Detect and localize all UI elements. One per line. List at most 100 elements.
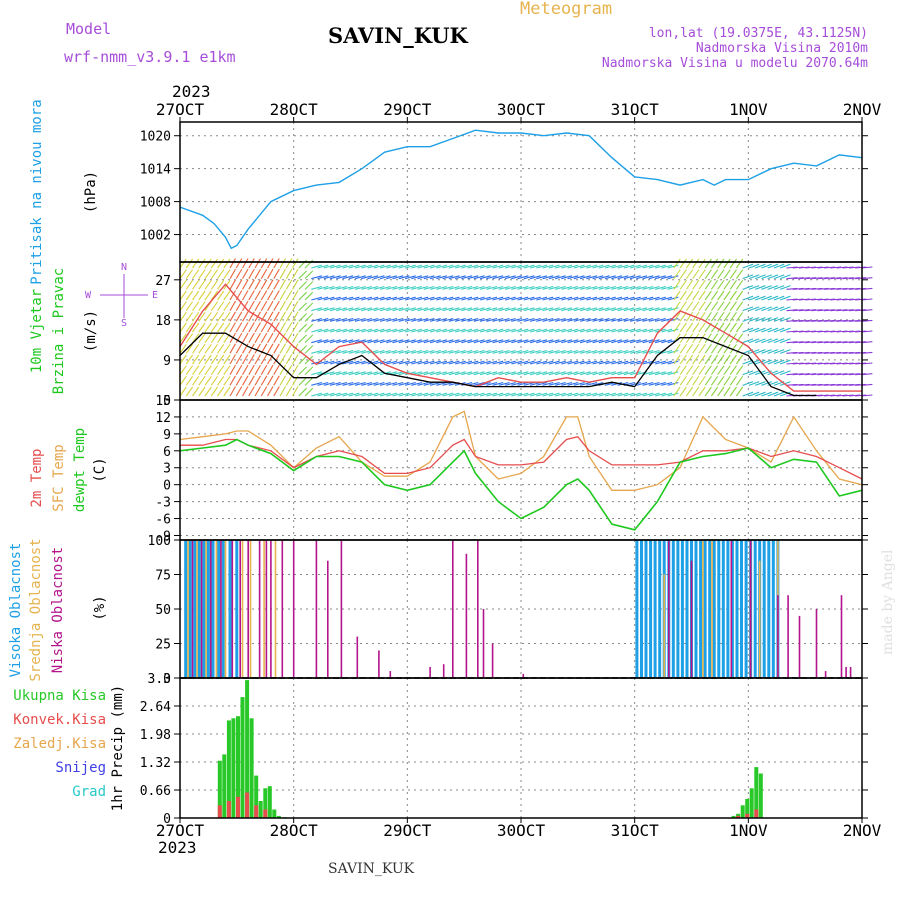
wind-barb (679, 311, 687, 322)
wind-barb (511, 317, 523, 322)
wind-barb (636, 349, 648, 354)
wind-barb (354, 339, 366, 344)
cloud-bar-high (717, 540, 721, 678)
cloud-bar-low (327, 560, 329, 678)
wind-barb (536, 339, 548, 344)
time-label-bottom: 27OCT (156, 821, 205, 840)
wind-barb (423, 264, 435, 269)
wind-barb (279, 322, 286, 333)
wind-barb (411, 349, 423, 354)
wind-barb (242, 300, 249, 311)
wind-barb (304, 281, 314, 290)
wind-barb (417, 371, 429, 376)
wind-barb (642, 339, 654, 344)
wind-barb (754, 391, 766, 397)
wind-barb (411, 339, 423, 344)
wind-barb (379, 392, 391, 397)
cloud-bar-low (777, 595, 779, 678)
precip-bar-total (249, 718, 254, 818)
wind-barb (361, 296, 373, 301)
wind-barb (342, 264, 354, 269)
wind-barb (317, 360, 329, 365)
wind-barb (842, 298, 854, 301)
wind-barb (636, 328, 648, 333)
wind-barb (754, 295, 766, 301)
wind-barb (623, 328, 635, 333)
wind-barb (729, 343, 737, 354)
wind-ytick-label: 0 (163, 394, 171, 409)
wind-barb (698, 343, 706, 354)
wind-barb (398, 317, 410, 322)
wind-barb (586, 296, 598, 301)
precip-ytick-label: 1.32 (140, 756, 171, 771)
wind-barb (386, 328, 398, 333)
wind-barb (586, 275, 598, 280)
cloud-bar-low (258, 540, 261, 678)
wind-barb (673, 354, 681, 365)
wind-barb (304, 387, 314, 397)
wind-barb (692, 301, 700, 311)
wind-barb (248, 322, 255, 333)
cloud-bar-mid (241, 540, 244, 678)
wind-barb (448, 285, 460, 290)
wind-barb (292, 386, 299, 397)
wind-barb (317, 349, 329, 354)
wind-barb (598, 339, 610, 344)
wind-barb (479, 360, 491, 365)
wind-barb (404, 392, 416, 397)
wind-barb (192, 333, 200, 343)
wind-barb (629, 317, 641, 322)
wind-barb (379, 360, 391, 365)
wind-barb (704, 343, 712, 354)
wind-barb (386, 381, 398, 386)
wind-barb (579, 349, 591, 354)
precip-bar-conv (217, 805, 222, 818)
wind-barb (442, 307, 454, 312)
wind-barb (648, 381, 660, 386)
compass-south: S (121, 318, 127, 329)
wind-barb (423, 307, 435, 312)
wind-barb (767, 349, 779, 354)
wind-barb (767, 391, 779, 397)
wind-barb (361, 317, 373, 322)
wind-barb (242, 375, 249, 386)
cloud-bar-low (477, 540, 479, 678)
wind-barb (629, 307, 641, 312)
cloud-bar-low (824, 671, 827, 678)
wind-barb (742, 285, 754, 290)
wind-barb (554, 317, 566, 322)
wind-barb (735, 386, 744, 397)
cloud-bar-high (735, 540, 739, 678)
wind-barb (217, 258, 225, 269)
wind-barb (210, 343, 219, 354)
wind-barb (742, 359, 754, 365)
wind-barb (273, 332, 280, 343)
wind-barb (661, 317, 673, 322)
wind-barb (830, 373, 842, 376)
wind-barb (529, 307, 541, 312)
wind-barb (292, 354, 299, 365)
wind-barb (861, 362, 873, 365)
wind-barb (442, 339, 454, 344)
wind-barb (367, 381, 379, 386)
wind-barb (761, 263, 772, 269)
wind-barb (498, 360, 510, 365)
wind-barb (673, 386, 681, 397)
wind-barb (536, 360, 548, 365)
wind-barb (323, 371, 335, 376)
wind-barb (548, 339, 560, 344)
wind-barb (554, 381, 566, 386)
wind-barb (486, 371, 498, 376)
wind-barb (654, 285, 666, 290)
wind-barb (586, 285, 598, 290)
wind-barb (436, 317, 448, 322)
wind-barb (710, 343, 719, 354)
wind-barb (679, 354, 687, 365)
wind-barb (529, 349, 541, 354)
wind-barb (404, 296, 416, 301)
wind-barb (817, 298, 829, 301)
wind-barb (248, 268, 255, 279)
wind-barb (448, 339, 460, 344)
wind-barb (504, 285, 516, 290)
wind-barb (511, 360, 523, 365)
